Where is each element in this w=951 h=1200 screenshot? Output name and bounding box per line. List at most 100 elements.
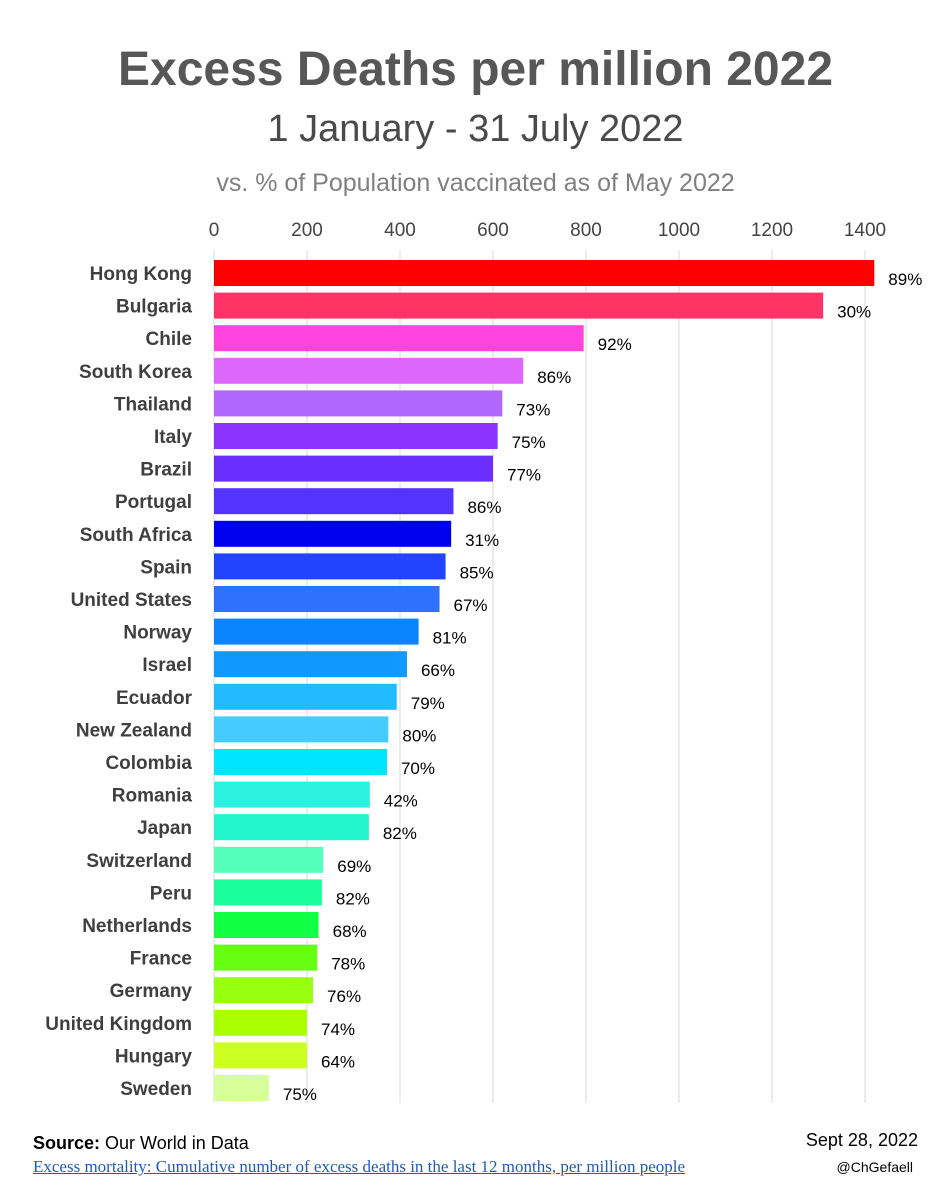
data-label: 85% (460, 563, 494, 582)
bar (214, 618, 419, 645)
category-label: Israel (142, 655, 192, 676)
category-label: Italy (154, 427, 192, 448)
source-note: Source: Our World in Data (33, 1133, 249, 1154)
data-label: 86% (537, 368, 571, 387)
x-tick-label: 200 (291, 220, 323, 241)
category-labels: Hong Kong Bulgaria Chile South Korea Thailan… (45, 264, 192, 1100)
data-label: 42% (384, 792, 418, 811)
bar (214, 814, 369, 841)
category-label: South Africa (80, 525, 193, 546)
x-tick-label: 1000 (658, 220, 700, 241)
bar (214, 944, 318, 971)
bar (214, 260, 875, 286)
chart-title: Excess Deaths per million 2022 (117, 43, 834, 96)
bar (214, 977, 314, 1004)
bar (214, 683, 397, 710)
data-label: 79% (411, 694, 445, 713)
x-tick-label: 800 (570, 220, 602, 241)
data-label: 66% (421, 661, 455, 680)
category-label: Netherlands (82, 916, 192, 937)
data-label: 82% (383, 824, 417, 843)
bar (214, 781, 370, 808)
data-label: 31% (465, 531, 499, 550)
bars (214, 260, 875, 1101)
category-label: Romania (112, 786, 193, 807)
bar (214, 390, 503, 417)
author-handle: @ChGefaell (836, 1159, 913, 1175)
category-label: Bulgaria (116, 297, 192, 318)
bar (214, 292, 824, 319)
data-label: 70% (401, 759, 435, 778)
category-label: Hong Kong (90, 264, 192, 285)
x-tick-label: 0 (209, 220, 220, 241)
data-label: 82% (336, 889, 370, 908)
source-label: Source: (33, 1133, 101, 1153)
category-label: France (130, 949, 192, 970)
category-label: Portugal (115, 492, 192, 513)
chart-subtitle-secondary: vs. % of Population vaccinated as of May… (216, 169, 735, 197)
data-label: 76% (327, 987, 361, 1006)
bar (214, 488, 454, 515)
bar (214, 325, 584, 352)
data-label: 78% (331, 955, 365, 974)
bar (214, 846, 324, 873)
category-label: Brazil (140, 460, 192, 481)
x-tick-label: 1400 (844, 220, 886, 241)
source-link[interactable]: Excess mortality: Cumulative number of e… (33, 1157, 686, 1176)
category-label: Japan (137, 818, 192, 839)
data-label: 89% (888, 270, 922, 289)
bar (214, 520, 452, 547)
bar (214, 1075, 269, 1101)
category-label: Thailand (114, 394, 192, 415)
x-tick-label: 600 (477, 220, 509, 241)
bar (214, 1042, 307, 1069)
data-label: 77% (507, 466, 541, 485)
category-label: Spain (140, 557, 192, 578)
category-label: Germany (110, 981, 193, 1002)
category-label: Sweden (120, 1079, 192, 1100)
bar (214, 912, 319, 938)
bar (214, 553, 446, 580)
data-labels: 89% 30% 92% 86% 73% 75% 77% 86% 31% 85% 67% 81% 66% 7… (283, 270, 922, 1104)
category-label: United Kingdom (45, 1014, 192, 1035)
bar (214, 749, 387, 775)
data-label: 68% (333, 922, 367, 941)
data-label: 86% (467, 498, 501, 517)
bar (214, 879, 322, 906)
data-label: 75% (512, 433, 546, 452)
category-label: United States (71, 590, 192, 611)
data-label: 74% (321, 1020, 355, 1039)
category-label: Hungary (115, 1046, 193, 1067)
category-label: New Zealand (76, 720, 192, 741)
bar-chart: 0 200 400 600 800 1000 1200 1400 Hong Kong Bulga… (45, 220, 922, 1104)
category-label: Switzerland (86, 851, 192, 872)
bar (214, 716, 389, 743)
x-axis-ticks: 0 200 400 600 800 1000 1200 1400 (209, 220, 886, 241)
bar (214, 586, 440, 612)
category-label: Ecuador (116, 688, 193, 709)
data-label: 75% (283, 1085, 317, 1104)
category-label: South Korea (79, 362, 192, 383)
data-label: 81% (433, 629, 467, 648)
data-label: 80% (402, 726, 436, 745)
category-label: Chile (146, 329, 192, 350)
data-label: 30% (837, 303, 871, 322)
x-tick-label: 400 (384, 220, 416, 241)
chart-subtitle: 1 January - 31 July 2022 (267, 108, 684, 150)
data-label: 92% (598, 335, 632, 354)
x-tick-label: 1200 (751, 220, 793, 241)
data-label: 73% (516, 400, 550, 419)
bar (214, 357, 524, 384)
data-label: 67% (454, 596, 488, 615)
bar (214, 1009, 307, 1036)
data-label: 64% (321, 1052, 355, 1071)
source-text: Our World in Data (100, 1133, 249, 1153)
category-label: Norway (123, 623, 192, 644)
data-label: 69% (337, 857, 371, 876)
bar (214, 423, 498, 449)
category-label: Colombia (105, 753, 192, 774)
category-label: Peru (150, 883, 192, 904)
bar (214, 455, 493, 482)
date-stamp: Sept 28, 2022 (805, 1130, 918, 1150)
bar (214, 651, 407, 678)
